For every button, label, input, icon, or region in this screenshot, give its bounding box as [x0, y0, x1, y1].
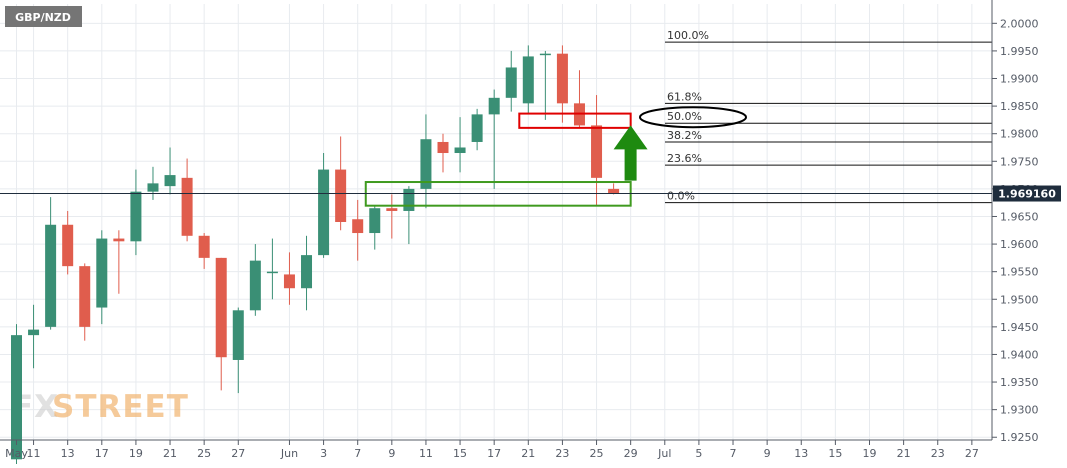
candle-body [318, 170, 329, 256]
y-tick-label: 1.9350 [1000, 376, 1039, 389]
fib-label: 0.0% [667, 190, 695, 203]
candle-body [130, 192, 141, 242]
y-tick-label: 1.9550 [1000, 266, 1039, 279]
x-tick-label: 13 [61, 447, 75, 460]
y-tick-label: 1.9600 [1000, 238, 1039, 251]
y-tick-label: 2.0000 [1000, 17, 1039, 30]
x-tick-label: 7 [354, 447, 361, 460]
x-tick-label: 25 [590, 447, 604, 460]
candle-body [438, 142, 449, 153]
candle-body [79, 266, 90, 327]
candle-body [557, 54, 568, 104]
y-tick-label: 1.9400 [1000, 348, 1039, 361]
x-tick-label: 23 [931, 447, 945, 460]
fib-label: 61.8% [667, 90, 702, 103]
x-tick-label: Jun [280, 447, 298, 460]
x-tick-label: 29 [624, 447, 638, 460]
x-tick-label: 17 [95, 447, 109, 460]
candle-body [523, 56, 534, 103]
y-tick-label: 1.9450 [1000, 321, 1039, 334]
x-tick-label: 13 [794, 447, 808, 460]
candle-body [540, 54, 551, 56]
x-tick-label: 27 [231, 447, 245, 460]
y-tick-label: 1.9750 [1000, 155, 1039, 168]
fib-label: 23.6% [667, 152, 702, 165]
candle-body [301, 255, 312, 288]
candle-body [62, 225, 73, 266]
candle-body [335, 170, 346, 222]
y-tick-label: 1.9650 [1000, 210, 1039, 223]
x-tick-label: 25 [197, 447, 211, 460]
y-tick-label: 1.9300 [1000, 404, 1039, 417]
candle-body [489, 98, 500, 115]
x-tick-label: 7 [730, 447, 737, 460]
x-tick-label: 19 [129, 447, 143, 460]
candle-body [233, 310, 244, 360]
symbol-badge: GBP/NZD [5, 6, 82, 27]
y-tick-label: 1.9800 [1000, 128, 1039, 141]
y-tick-label: 1.9250 [1000, 431, 1039, 444]
x-tick-label: May [5, 447, 28, 460]
candle-body [113, 239, 124, 242]
candle-body [147, 183, 158, 191]
candle-body [267, 272, 278, 274]
x-tick-label: 21 [897, 447, 911, 460]
x-tick-label: 15 [453, 447, 467, 460]
candle-body [506, 67, 517, 97]
fxstreet-watermark: FX STREET [12, 389, 189, 425]
x-tick-label: 23 [555, 447, 569, 460]
x-tick-label: 21 [521, 447, 535, 460]
candle-body [28, 330, 39, 336]
x-tick-label: 9 [388, 447, 395, 460]
x-tick-label: 5 [695, 447, 702, 460]
y-tick-label: 1.9850 [1000, 100, 1039, 113]
candle-body [182, 178, 193, 236]
y-tick-label: 1.9500 [1000, 293, 1039, 306]
candle-body [403, 189, 414, 211]
x-tick-label: 17 [487, 447, 501, 460]
x-tick-label: 11 [27, 447, 41, 460]
candle-body [386, 208, 397, 211]
fib-label: 38.2% [667, 129, 702, 142]
x-tick-label: 11 [419, 447, 433, 460]
candle-body [369, 208, 380, 233]
candle-body [284, 274, 295, 288]
candle-body [591, 125, 602, 177]
candle-body [250, 261, 261, 311]
y-tick-label: 1.9950 [1000, 45, 1039, 58]
x-tick-label: Jul [657, 447, 671, 460]
x-tick-label: 3 [320, 447, 327, 460]
x-tick-label: 15 [828, 447, 842, 460]
y-tick-label: 1.9900 [1000, 73, 1039, 86]
candle-body [472, 114, 483, 142]
candle-body [455, 147, 466, 153]
candle-body [45, 225, 56, 327]
candle-body [96, 239, 107, 308]
current-price-label: 1.969160 [998, 188, 1056, 201]
x-tick-label: 9 [764, 447, 771, 460]
fib-label: 50.0% [667, 110, 702, 123]
candle-body [352, 219, 363, 233]
x-tick-label: 27 [965, 447, 979, 460]
x-tick-label: 21 [163, 447, 177, 460]
fib-label: 100.0% [667, 29, 709, 42]
candle-body [165, 175, 176, 186]
symbol-label: GBP/NZD [15, 11, 71, 24]
candle-body [199, 236, 210, 258]
candle-body [216, 258, 227, 357]
watermark-street: STREET [52, 389, 189, 425]
x-tick-label: 19 [863, 447, 877, 460]
